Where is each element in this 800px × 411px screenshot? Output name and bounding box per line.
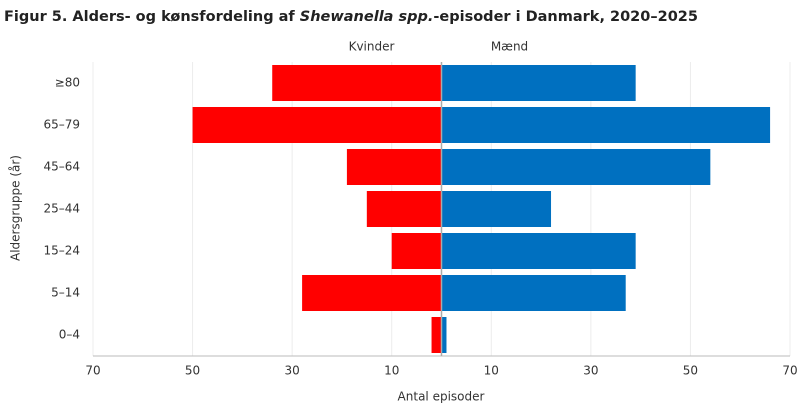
bar: [366, 191, 442, 227]
bar: [431, 317, 442, 353]
bar: [302, 275, 442, 311]
x-tick-label: 10: [484, 364, 499, 378]
x-tick-label: 70: [782, 364, 797, 378]
x-tick-label: 30: [583, 364, 598, 378]
bar: [391, 233, 442, 269]
bar: [441, 107, 771, 143]
y-tick-label: 45–64: [43, 160, 80, 174]
bar: [441, 191, 552, 227]
title-part: Figur 5. Alders- og kønsfordeling af: [4, 9, 300, 25]
bar: [441, 317, 447, 353]
bar: [441, 65, 636, 101]
y-tick-label: 15–24: [43, 244, 80, 258]
bar: [346, 149, 442, 185]
y-tick-label: ≥80: [55, 76, 80, 90]
legend-label: Kvinder: [349, 40, 395, 54]
legend-label: Mænd: [491, 40, 528, 54]
y-tick-label: 25–44: [43, 202, 80, 216]
x-tick-label: 50: [185, 364, 200, 378]
y-axis-label: Aldersgruppe (år): [9, 155, 23, 261]
bar: [441, 233, 636, 269]
x-tick-label: 50: [683, 364, 698, 378]
bar: [441, 149, 711, 185]
y-tick-label: 0–4: [59, 328, 80, 342]
bar: [441, 275, 626, 311]
x-tick-label: 10: [384, 364, 399, 378]
x-tick-label: 70: [85, 364, 100, 378]
x-tick-label: 30: [285, 364, 300, 378]
title-part: Shewanella spp.: [300, 9, 434, 25]
bar: [192, 107, 442, 143]
chart-title: Figur 5. Alders- og kønsfordeling af She…: [4, 9, 698, 25]
x-axis-label: Antal episoder: [398, 390, 485, 404]
bar: [272, 65, 442, 101]
title-part: -episoder i Danmark, 2020–2025: [433, 9, 698, 25]
y-tick-label: 65–79: [43, 118, 80, 132]
y-tick-label: 5–14: [51, 286, 80, 300]
